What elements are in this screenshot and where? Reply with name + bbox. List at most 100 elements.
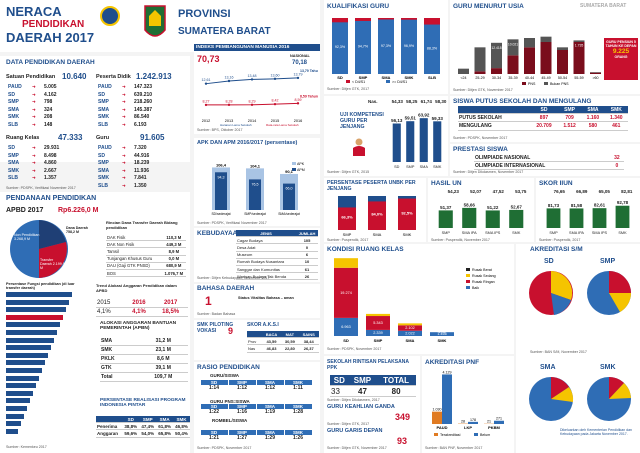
- table-row: SMK 23,1 M: [100, 345, 188, 355]
- data-label: 59,51: [405, 116, 417, 121]
- guru-label: Guru: [96, 135, 110, 141]
- list-item-level: SMK: [8, 167, 20, 174]
- akreditasi-pie-smp: [587, 271, 631, 315]
- rasio-value: 1:21: [208, 435, 219, 441]
- table-cell: 61: [296, 265, 318, 274]
- legend-swatch: [466, 280, 470, 283]
- piloting-title: SMK PILOTING VOKASI: [197, 322, 234, 334]
- table-cell: 8,6 M: [138, 354, 188, 364]
- legend-label: Rusak Sedang: [472, 274, 496, 278]
- list-item: SMP ➜ 798: [8, 99, 88, 107]
- data-label: 13,16: [225, 75, 234, 79]
- list-item: SMA ➜ 145.387: [98, 107, 178, 115]
- list-item-value: 6.193: [134, 121, 147, 128]
- bar: [424, 24, 440, 74]
- rasio-guru-label: GURU/SISWA: [210, 373, 240, 378]
- bar: [458, 68, 469, 74]
- tick-label: SMA: [373, 232, 382, 237]
- bar: [491, 42, 502, 69]
- transfer-table: DAK Fisik 110,3 M DAK Non Fisik 449,3 M Tams…: [106, 234, 186, 278]
- list-item-value: 218.260: [134, 99, 153, 105]
- bahasa-value: 1: [205, 294, 212, 308]
- kualifikasi-source: Sumber: Ditjen GTK, 2017: [327, 87, 370, 91]
- table-cell: 30,59: [281, 337, 299, 346]
- unbk-source: Sumber: Puspendik, 2017: [327, 238, 369, 242]
- list-item-value: 208: [44, 114, 53, 120]
- table-cell: Cagar Budaya: [236, 236, 297, 245]
- tick-label: SMK: [433, 165, 442, 169]
- putus-table: SD SMP SMA SMK PUTUS SEKOLAH 897 709 1.160 1.340…: [458, 106, 628, 131]
- data-label: 92,78: [617, 200, 629, 205]
- legend-label: Belum: [480, 433, 490, 437]
- data-table: SD SMP TOTAL 33 47 80: [330, 375, 416, 398]
- list-item-level: SMP: [98, 99, 109, 105]
- pie-label-non: Non Pendidikan 3.268,9 M: [14, 233, 40, 241]
- tick-label: SLB: [428, 75, 436, 80]
- hasilun-nas-row: 54,23 52,07 47,52 53,75: [442, 189, 532, 194]
- arrow-icon: ➜: [32, 91, 36, 97]
- tick-label: SMA/sederajat: [278, 212, 300, 216]
- rasio-level: SMK: [284, 430, 312, 435]
- arrow-icon: ➜: [122, 160, 126, 165]
- data-label: 1.735: [575, 43, 584, 47]
- bar: [338, 207, 356, 230]
- apbd-value: Rp6.226,0 M: [58, 207, 99, 214]
- ruang-label: Ruang Kelas: [6, 135, 40, 141]
- bar: [507, 39, 519, 56]
- akreditasi-pie-smk: [587, 377, 631, 421]
- bar: [368, 201, 386, 230]
- table-cell: MENGULANG: [458, 121, 531, 131]
- rasio-value: 1:11: [293, 385, 303, 391]
- table-cell: 110,3 M: [161, 234, 186, 242]
- list-item-level: SD: [8, 145, 15, 151]
- ipm-title: INDEKS PEMBANGUNAN MANUSIA 2016: [194, 44, 320, 51]
- fungsi-bar: [6, 421, 21, 427]
- data-label: 66,3%: [341, 215, 353, 220]
- data-table: SD SMP SMA SMK Penerima 38,8% 47,4% 61,8% 46,8% A…: [96, 416, 190, 438]
- nas-value: 47,52: [492, 189, 504, 194]
- table-cell: 1.340: [604, 113, 628, 123]
- table-row: DAK Non Fisik 449,3 M: [106, 240, 186, 249]
- list-item: SMP ➜ 18.239: [98, 160, 178, 168]
- table-cell: SMP: [139, 416, 157, 424]
- arrow-icon: ➜: [122, 106, 126, 112]
- fungsi-bar: [6, 428, 18, 434]
- list-item-value: 798: [44, 99, 53, 105]
- nas-value: 53,75: [515, 189, 527, 194]
- table-cell: SD: [530, 106, 558, 115]
- list-item-level: SD: [98, 152, 105, 159]
- table-cell: 680,9 M: [161, 262, 186, 270]
- nas-value: 54,33: [391, 99, 403, 104]
- data-label: 13,60: [271, 73, 280, 77]
- table-cell: 0: [296, 243, 318, 252]
- fungsi-bar: [6, 292, 72, 297]
- rintisan-title: SEKOLAH RINTISAN PELAKSANA PPK: [327, 359, 409, 371]
- hasilun-title: HASIL UN: [431, 180, 462, 187]
- fungsi-bar: [6, 322, 60, 328]
- legend-label: Bukan PNS: [550, 82, 569, 86]
- table-cell: 47: [348, 385, 377, 398]
- list-item: SLB ➜ 6.193: [98, 122, 178, 130]
- list-item-level: PAUD: [98, 145, 112, 151]
- iiun-source: Sumber: Puspendik, 2017: [539, 238, 581, 242]
- rasio-rombel-label: ROMBEL/SISWA: [212, 418, 248, 423]
- belum-bar: [468, 421, 478, 424]
- guru-total: 91.605: [140, 133, 165, 142]
- list-item: SMK ➜ 2.667: [8, 168, 88, 176]
- alokasi-table: SMA 31,2 M SMK 23,1 M PKLK 8,6 M GTK 39,1 M Tota…: [100, 337, 188, 382]
- ipm-national-value: 70,18: [292, 60, 308, 66]
- list-item-level: SMA: [8, 160, 20, 166]
- putus-source: Sumber: PDSPK, November 2017: [453, 136, 508, 140]
- top-right-province: SUMATERA BARAT: [580, 3, 627, 9]
- arrow-icon: ➜: [122, 114, 126, 119]
- garis-value: 93: [397, 436, 408, 446]
- keahlian-value: 349: [395, 412, 411, 422]
- data-label: 84,0%: [371, 212, 383, 217]
- iiun-title: SKOR IIUN: [539, 180, 573, 187]
- list-item: SMA ➜ 4.860: [8, 160, 88, 168]
- ipm-line-chart: 12,61 13,16 13,48 13,60 13,79 8,27 8,28 8,29 8,4…: [202, 69, 319, 126]
- bar: [474, 47, 486, 72]
- list-item: PAUD ➜ 5.005: [8, 84, 88, 92]
- list-item: SMK ➜ 208: [8, 114, 88, 122]
